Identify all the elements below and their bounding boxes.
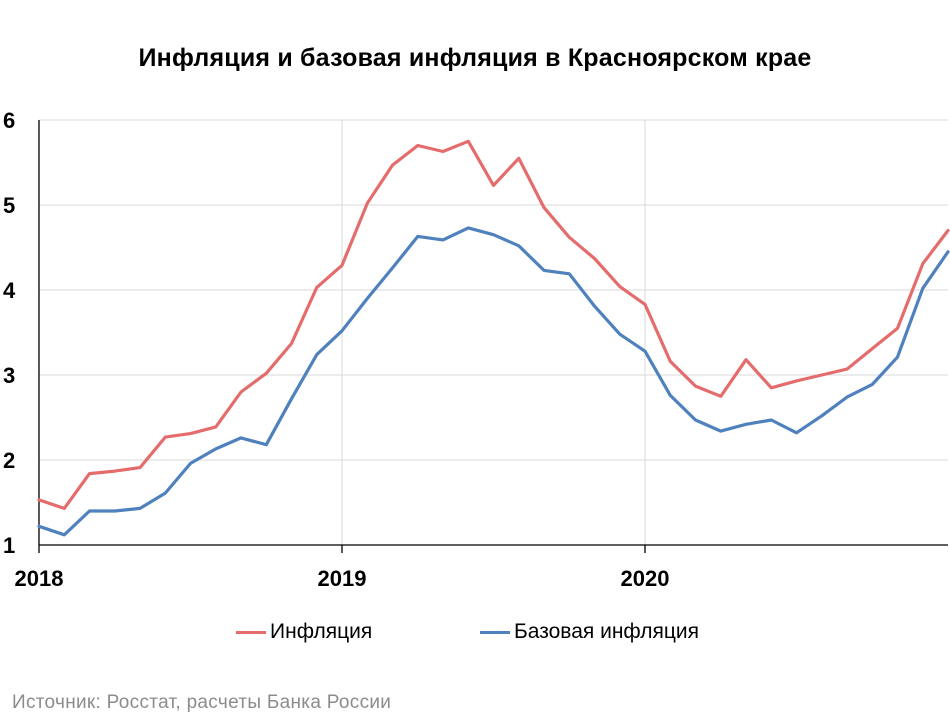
series-lines <box>37 139 950 537</box>
y-tick-label: 6 <box>3 108 15 133</box>
y-tick-label: 3 <box>3 363 15 388</box>
legend: Инфляция Базовая инфляция <box>0 620 950 650</box>
series-line-core-inflation <box>37 226 950 537</box>
legend-item-inflation: Инфляция <box>236 620 372 644</box>
y-tick-label: 1 <box>3 533 15 558</box>
series-line-inflation <box>37 139 950 510</box>
x-tick-label: 2018 <box>15 566 64 591</box>
axes <box>38 120 948 553</box>
x-tick-label: 2020 <box>621 566 670 591</box>
legend-item-core-inflation: Базовая инфляция <box>480 620 699 644</box>
y-tick-label: 5 <box>3 193 15 218</box>
legend-label-inflation: Инфляция <box>270 620 373 643</box>
legend-label-core-inflation: Базовая инфляция <box>514 620 700 643</box>
legend-swatch-core-inflation <box>480 630 510 634</box>
x-tick-label: 2019 <box>318 566 367 591</box>
chart-title: Инфляция и базовая инфляция в Красноярск… <box>138 44 812 72</box>
legend-swatch-inflation <box>236 630 266 634</box>
source-note: Источник: Росстат, расчеты Банка России <box>12 692 392 713</box>
y-tick-label: 2 <box>3 448 15 473</box>
tick-labels: 1 2 3 4 5 6 2018 2019 2020 <box>3 108 669 591</box>
y-tick-label: 4 <box>3 278 16 303</box>
